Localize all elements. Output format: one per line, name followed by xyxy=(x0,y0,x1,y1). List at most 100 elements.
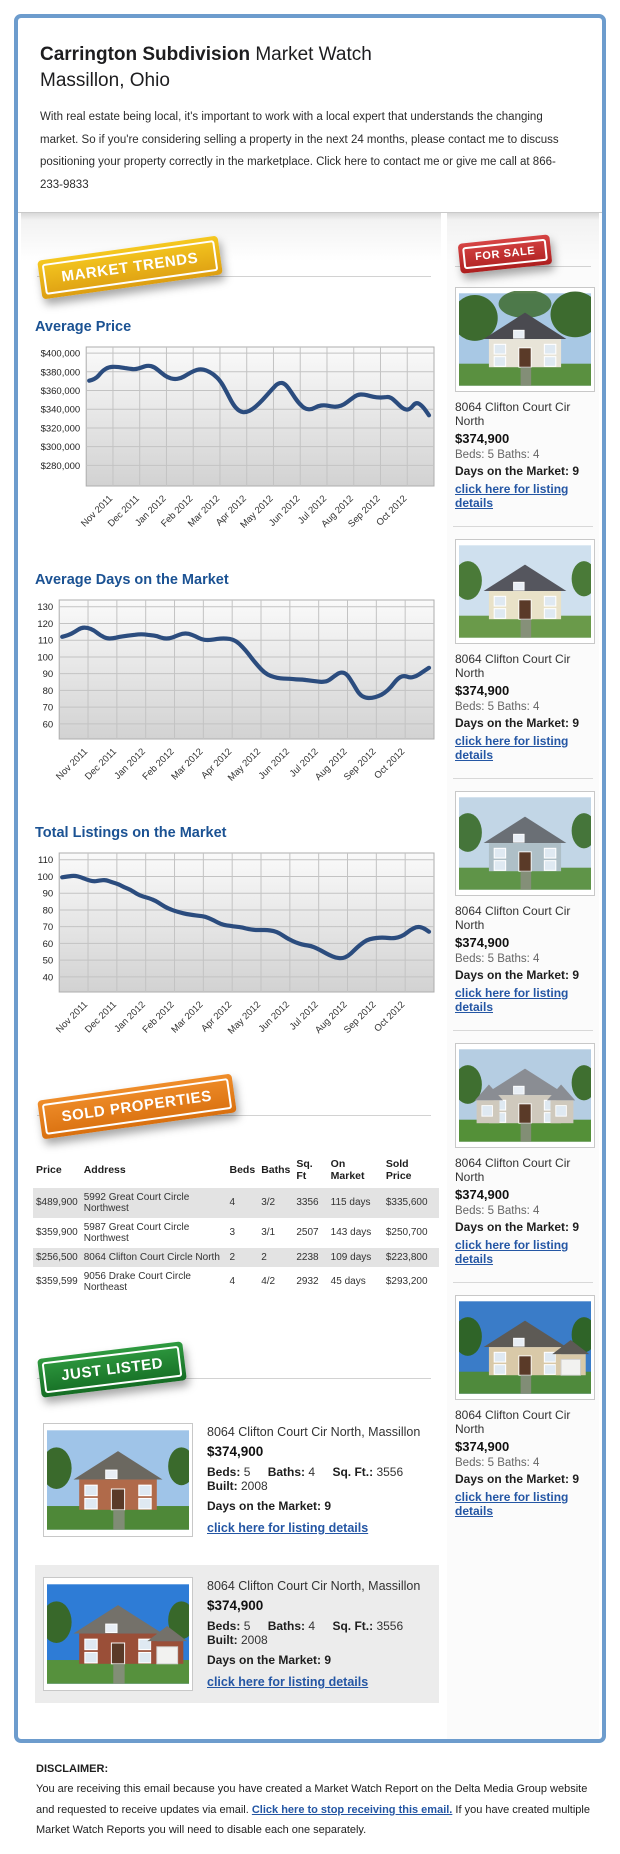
market-trends-badge-row: MARKET TRENDS xyxy=(33,229,439,300)
sold-table-header-row: Price Address Beds Baths Sq. Ft On Marke… xyxy=(33,1154,439,1188)
spec-label: Sq. Ft.: xyxy=(332,1618,374,1633)
spec-label: Beds: xyxy=(207,1464,241,1479)
svg-text:$300,000: $300,000 xyxy=(41,442,81,453)
listing-price: $374,900 xyxy=(455,682,510,698)
svg-text:80: 80 xyxy=(43,905,54,916)
sold-properties-badge: SOLD PROPERTIES xyxy=(37,1073,237,1140)
for-sale-sidebar: FOR SALE 8064 Clifton Court Cir North $3… xyxy=(447,212,599,1739)
listing-details-link[interactable]: click here for listing details xyxy=(455,985,569,1014)
sold-properties-table: Price Address Beds Baths Sq. Ft On Marke… xyxy=(33,1154,439,1297)
listing-photo xyxy=(455,790,595,896)
cell-beds: 2 xyxy=(229,1251,236,1263)
col-sqft: Sq. Ft xyxy=(296,1157,313,1182)
header: Carrington Subdivision Market Watch Mass… xyxy=(18,18,602,212)
average-days-section: Average Days on the Market Nov 2011 Dec 2… xyxy=(33,572,439,799)
listing-beds-baths: Beds: 5 Baths: 4 xyxy=(455,448,540,461)
svg-text:100: 100 xyxy=(37,872,53,883)
listing-details-link[interactable]: click here for listing details xyxy=(207,1520,369,1535)
listing-photo xyxy=(455,1294,595,1400)
cell-sqft: 2238 xyxy=(296,1251,319,1263)
svg-text:Sep 2012: Sep 2012 xyxy=(342,999,379,1036)
table-row: $359,599 9056 Drake Court Circle Northea… xyxy=(33,1267,439,1297)
cell-price: $256,500 xyxy=(36,1251,78,1263)
col-price: Price xyxy=(36,1163,62,1176)
just-listed-badge-row: JUST LISTED xyxy=(33,1331,439,1398)
listing-address: 8064 Clifton Court Cir North xyxy=(455,651,571,680)
spec-value: 4 xyxy=(308,1618,316,1633)
listing-details-link[interactable]: click here for listing details xyxy=(455,1489,569,1518)
col-sold-price: Sold Price xyxy=(385,1157,412,1182)
cell-on-market: 45 days xyxy=(330,1276,366,1288)
for-sale-listing-card: 8064 Clifton Court Cir North $374,900 Be… xyxy=(453,779,595,1031)
listing-address: 8064 Clifton Court Cir North, Massillon xyxy=(207,1424,421,1439)
cell-sold-price: $223,800 xyxy=(385,1251,428,1263)
cell-address: 9056 Drake Court Circle Northeast xyxy=(83,1270,191,1293)
listing-details-link[interactable]: click here for listing details xyxy=(455,1237,569,1266)
total-listings-title: Total Listings on the Market xyxy=(35,824,227,841)
house-photo-illustration xyxy=(459,1049,591,1142)
col-on-market: On Market xyxy=(330,1157,365,1182)
content-area: MARKET TRENDS Average Price Nov 2011 Dec … xyxy=(18,211,602,1739)
spec-value: 3556 xyxy=(376,1618,404,1633)
cell-baths: 2 xyxy=(261,1251,267,1263)
for-sale-badge-label: FOR SALE xyxy=(462,238,549,270)
listing-address: 8064 Clifton Court Cir North xyxy=(455,1155,571,1184)
listing-details-link[interactable]: click here for listing details xyxy=(455,733,569,762)
svg-text:90: 90 xyxy=(43,669,54,680)
divider xyxy=(37,275,431,277)
page-title: Carrington Subdivision Market Watch xyxy=(40,42,580,68)
svg-text:Dec 2011: Dec 2011 xyxy=(83,746,119,782)
svg-text:40: 40 xyxy=(43,972,54,983)
cell-beds: 4 xyxy=(229,1276,236,1288)
listing-days-on-market: Days on the Market: 9 xyxy=(455,463,580,478)
listing-beds-baths: Beds: 5 Baths: 4 xyxy=(455,1456,540,1469)
for-sale-badge: FOR SALE xyxy=(457,234,553,274)
market-trends-badge-label: MARKET TRENDS xyxy=(41,240,219,295)
cell-on-market: 109 days xyxy=(330,1251,372,1263)
listing-details-link[interactable]: click here for listing details xyxy=(207,1674,369,1689)
listing-address: 8064 Clifton Court Cir North xyxy=(455,399,571,428)
cell-on-market: 115 days xyxy=(330,1197,371,1209)
svg-text:Mar 2012: Mar 2012 xyxy=(169,999,205,1035)
svg-text:80: 80 xyxy=(43,686,54,697)
listing-days-on-market: Days on the Market: 9 xyxy=(455,715,580,730)
unsubscribe-link[interactable]: Click here to stop receiving this email. xyxy=(251,1803,453,1816)
spec-label: Sq. Ft.: xyxy=(332,1464,374,1479)
intro-text: With real estate being local, it's impor… xyxy=(40,111,559,191)
table-row: $489,900 5992 Great Court Circle Northwe… xyxy=(33,1187,439,1218)
divider xyxy=(37,1377,431,1379)
house-photo-illustration xyxy=(459,1301,591,1394)
spec-value: 2008 xyxy=(241,1632,268,1647)
spec-value: 3556 xyxy=(376,1464,404,1479)
spec-label: Beds: xyxy=(207,1618,241,1633)
listing-price: $374,900 xyxy=(455,934,510,950)
svg-text:$340,000: $340,000 xyxy=(41,405,81,416)
listing-days-on-market: Days on the Market: 9 xyxy=(207,1498,332,1513)
table-row: $256,500 8064 Clifton Court Circle North… xyxy=(33,1247,439,1267)
svg-text:Oct 2012: Oct 2012 xyxy=(372,999,407,1034)
total-listings-section: Total Listings on the Market Nov 2011 Dec… xyxy=(33,825,439,1052)
listing-details-link[interactable]: click here for listing details xyxy=(455,481,569,510)
for-sale-listing-card: 8064 Clifton Court Cir North $374,900 Be… xyxy=(453,275,595,527)
average-price-title: Average Price xyxy=(35,318,132,335)
col-address: Address xyxy=(83,1163,126,1176)
for-sale-listing-card: 8064 Clifton Court Cir North $374,900 Be… xyxy=(453,1283,595,1534)
cell-sold-price: $335,600 xyxy=(385,1197,428,1209)
just-listed-badge-label: JUST LISTED xyxy=(41,1345,183,1394)
listing-beds-baths: Beds: 5 Baths: 4 xyxy=(455,700,540,713)
listing-days-on-market: Days on the Market: 9 xyxy=(455,967,580,982)
listing-address: 8064 Clifton Court Cir North xyxy=(455,1407,571,1436)
cell-price: $489,900 xyxy=(36,1197,78,1209)
spec-value: 5 xyxy=(243,1618,251,1633)
listing-specs: Beds: 5 Baths: 4 Sq. Ft.: 3556 Built: 20… xyxy=(207,1619,431,1647)
table-row: $359,900 5987 Great Court Circle Northwe… xyxy=(33,1218,439,1248)
listing-days-on-market: Days on the Market: 9 xyxy=(207,1652,332,1667)
listing-address: 8064 Clifton Court Cir North, Massillon xyxy=(207,1578,421,1593)
cell-address: 5992 Great Court Circle Northwest xyxy=(83,1191,190,1214)
email-body: Carrington Subdivision Market Watch Mass… xyxy=(14,14,606,1743)
listing-price: $374,900 xyxy=(207,1597,264,1613)
house-photo-illustration xyxy=(459,545,591,638)
sold-properties-badge-row: SOLD PROPERTIES xyxy=(33,1068,439,1140)
cell-sqft: 3356 xyxy=(296,1197,319,1209)
